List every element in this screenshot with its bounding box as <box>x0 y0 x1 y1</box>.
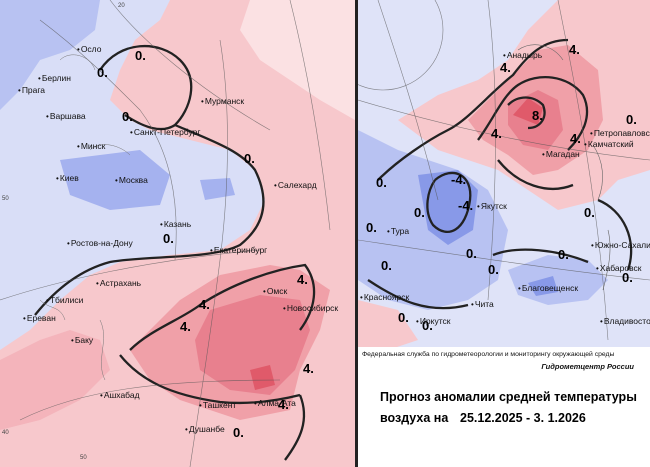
city-label: Анадырь <box>503 50 542 60</box>
city-label: Киев <box>56 173 79 183</box>
city-label: Петропавловск <box>590 128 650 138</box>
coord-label: 40 <box>2 430 9 436</box>
isoline-label: 0. <box>398 310 409 325</box>
city-label: Новосибирск <box>283 303 338 313</box>
city-label: Владивосток <box>600 316 650 326</box>
city-label: Ташкент <box>199 400 237 410</box>
agency-name: Федеральная служба по гидрометеорологии … <box>362 351 615 358</box>
isoline-label: 0. <box>626 112 637 127</box>
city-label: Хабаровск <box>596 263 642 273</box>
city-label: Астрахань <box>96 278 141 288</box>
isoline-label: 4. <box>278 397 289 412</box>
left-map-fill <box>0 0 355 467</box>
city-label: Ростов-на-Дону <box>67 238 133 248</box>
city-label: Благовещенск <box>518 283 578 293</box>
center-name: Гидрометцентр России <box>541 362 634 371</box>
isoline-label: 0. <box>488 262 499 277</box>
isoline-label: 0. <box>376 175 387 190</box>
panel-divider <box>355 0 358 467</box>
isoline-label: -4. <box>458 198 474 213</box>
isoline-label: 0. <box>366 220 377 235</box>
isoline-label: 0. <box>466 246 477 261</box>
isoline-label: 0. <box>97 65 108 80</box>
city-label: Казань <box>160 219 191 229</box>
coord-label: 50 <box>2 196 9 202</box>
coord-label: 20 <box>118 3 125 9</box>
isoline-label: 0. <box>622 270 633 285</box>
isoline-label: 0. <box>122 109 133 124</box>
left-map: 20 50 50 40 Осло Берлин Прага Варшава Му… <box>0 0 355 467</box>
forecast-title-line2: воздуха на <box>380 411 449 425</box>
isoline-label: 4. <box>303 361 314 376</box>
forecast-dates: 25.12.2025 - 3. 1.2026 <box>460 411 586 425</box>
isoline-label: 0. <box>135 48 146 63</box>
city-label: Берлин <box>38 73 71 83</box>
right-map-fill <box>358 0 650 467</box>
city-label: Минск <box>77 141 106 151</box>
city-label: Душанбе <box>185 424 225 434</box>
isoline-label: 4. <box>297 272 308 287</box>
city-label: Алма-Ата <box>254 398 296 408</box>
city-label: Магадан <box>542 149 580 159</box>
isoline-label: 0. <box>233 425 244 440</box>
isoline-label: 4. <box>500 60 511 75</box>
city-label: Тбилиси <box>46 295 84 305</box>
city-label: Ереван <box>23 313 56 323</box>
city-label: Ашхабад <box>100 390 140 400</box>
isoline-label: 4. <box>180 319 191 334</box>
city-label: Салехард <box>274 180 317 190</box>
city-label: Южно-Сахалинск <box>591 240 650 250</box>
city-label: Варшава <box>46 111 86 121</box>
city-label: Москва <box>115 175 148 185</box>
city-label: Камчатский <box>584 139 634 149</box>
city-label: Прага <box>18 85 45 95</box>
city-label: Омск <box>263 286 287 296</box>
isoline-label: 0. <box>558 247 569 262</box>
isoline-label: 4. <box>199 297 210 312</box>
isoline-label: 0. <box>381 258 392 273</box>
forecast-title: Прогноз аномалии средней температуры <box>380 390 637 404</box>
city-label: Якутск <box>477 201 507 211</box>
city-label: Чита <box>471 299 494 309</box>
city-label: Осло <box>77 44 102 54</box>
isoline-label: 4. <box>570 131 581 146</box>
city-label: Тура <box>387 226 409 236</box>
city-label: Баку <box>71 335 93 345</box>
city-label: Иркутск <box>416 316 451 326</box>
isoline-label: 0. <box>414 205 425 220</box>
isoline-label: 8. <box>532 108 543 123</box>
city-label: Екатеринбург <box>210 245 267 255</box>
city-label: Санкт-Петербург <box>130 127 201 137</box>
isoline-label: 0. <box>584 205 595 220</box>
isoline-label: 0. <box>163 231 174 246</box>
coord-label: 50 <box>80 455 87 461</box>
isoline-label: -4. <box>451 172 467 187</box>
city-label: Красноярск <box>360 292 409 302</box>
city-label: Мурманск <box>201 96 244 106</box>
isoline-label: 4. <box>569 42 580 57</box>
info-box <box>358 347 650 467</box>
isoline-label: 4. <box>491 126 502 141</box>
isoline-label: 0. <box>244 151 255 166</box>
